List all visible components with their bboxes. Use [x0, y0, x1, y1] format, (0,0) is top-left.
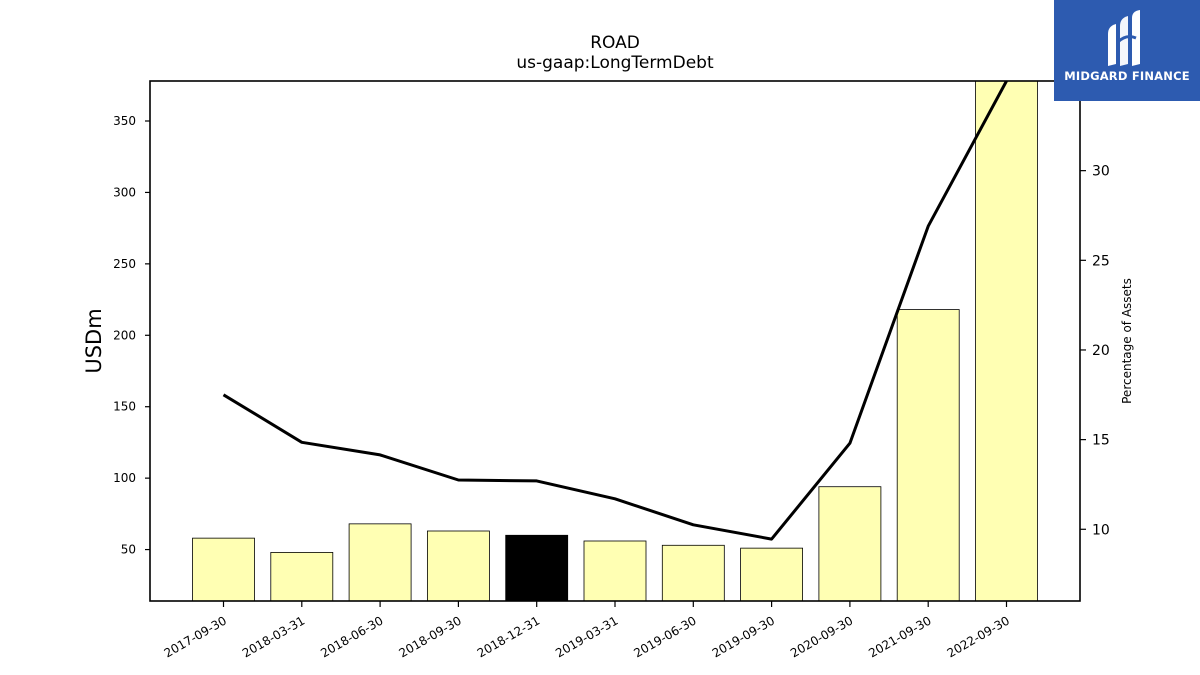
- bar: [426, 530, 490, 602]
- x-tick-label: 2020-09-30: [788, 613, 855, 660]
- bar: [818, 486, 882, 602]
- y2-tick-label: 10: [1092, 522, 1110, 538]
- brand-name: MIDGARD FINANCE: [1064, 69, 1190, 83]
- y-tick-label: 300: [113, 185, 136, 199]
- y2-tick-label: 30: [1092, 164, 1110, 180]
- midgard-logo-mark: [1108, 10, 1140, 66]
- x-axis-ticks: 2017-09-30 2018-03-31 2018-06-30 2018-09-30…: [162, 601, 1012, 660]
- bar: [896, 309, 960, 602]
- bar: [505, 534, 569, 602]
- y-tick-label: 50: [121, 543, 136, 557]
- x-tick-label: 2019-03-31: [553, 613, 620, 660]
- y-tick-label: 100: [113, 471, 136, 485]
- right-axis-ticks: 10 15 20 25 30: [1080, 164, 1110, 538]
- right-axis-label: Percentage of Assets: [1120, 278, 1134, 404]
- y-tick-label: 350: [113, 114, 136, 128]
- y2-tick-label: 15: [1092, 433, 1110, 449]
- x-tick-label: 2018-12-31: [475, 613, 542, 660]
- x-tick-label: 2018-06-30: [318, 613, 385, 660]
- line-series: [222, 81, 1008, 541]
- y-tick-label: 150: [113, 400, 136, 414]
- x-tick-label: 2017-09-30: [162, 613, 229, 660]
- bar: [975, 80, 1038, 602]
- left-axis-ticks: 50 100 150 200 250 300 350: [113, 114, 150, 557]
- y-tick-label: 200: [113, 328, 136, 342]
- y-axis-label: USDm: [82, 308, 106, 373]
- bar: [740, 547, 803, 602]
- x-tick-label: 2021-09-30: [866, 613, 933, 660]
- bar: [583, 540, 647, 602]
- series-line: [222, 81, 1008, 541]
- y2-tick-label: 20: [1092, 343, 1110, 359]
- bar: [661, 544, 725, 602]
- bar: [192, 537, 255, 602]
- x-tick-label: 2018-09-30: [396, 613, 463, 660]
- chart-subtitle: us-gaap:LongTermDebt: [516, 53, 714, 73]
- x-tick-label: 2022-09-30: [945, 613, 1012, 660]
- x-tick-label: 2018-03-31: [240, 613, 307, 660]
- bar-series: [192, 80, 1038, 602]
- y2-tick-label: 25: [1092, 253, 1110, 269]
- bar: [270, 552, 334, 602]
- x-tick-label: 2019-06-30: [631, 613, 698, 660]
- y-tick-label: 250: [113, 257, 136, 271]
- x-tick-label: 2019-09-30: [710, 613, 777, 660]
- chart-title: ROAD: [590, 33, 640, 53]
- midgard-finance-logo: MIDGARD FINANCE: [1054, 0, 1200, 101]
- bar: [348, 523, 412, 602]
